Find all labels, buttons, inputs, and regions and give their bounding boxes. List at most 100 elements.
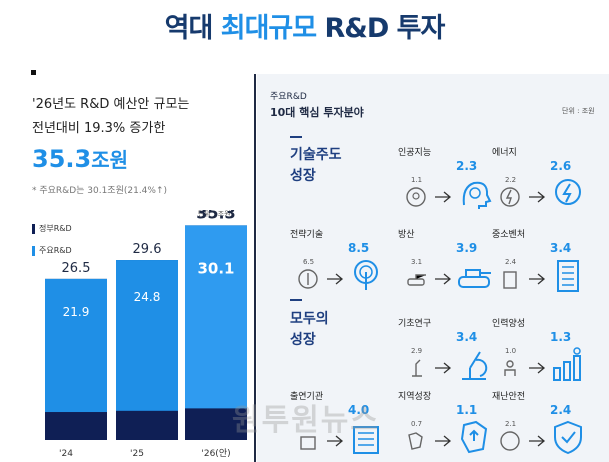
bar-main-0 [45, 278, 107, 413]
legend-label-government: 정부R&D [39, 224, 72, 233]
field-5: 기초연구 3.4 2.9 [398, 316, 506, 386]
section-tech-growth: 기술주도 성장 [290, 147, 342, 184]
field-name: 인력양성 [492, 319, 526, 329]
legend-government: 정부R&D [32, 223, 72, 234]
arrow-icon [528, 189, 546, 203]
arrow-icon [326, 271, 344, 285]
touch-chip-icon [354, 260, 378, 290]
arrow-icon [528, 433, 546, 447]
footnote: * 주요R&D는 30.1조원(21.4%↑) [32, 186, 168, 196]
field-new-value: 2.4 [550, 403, 572, 417]
microscope-icon [462, 351, 488, 380]
field-new-value: 1.3 [550, 330, 572, 344]
right-title-sub: 주요R&D [270, 92, 307, 102]
field-new-value: 3.9 [456, 241, 478, 255]
label-main-1: 24.8 [134, 290, 161, 304]
arrow-icon [434, 189, 452, 203]
legend-swatch-main [32, 245, 35, 256]
label-total-0: 26.5 [62, 261, 91, 276]
headline-line2: 전년대비 19.3% 증가한 [32, 121, 166, 136]
field-new-value: 8.5 [348, 241, 370, 255]
energy-bolt-icon-small [500, 187, 520, 207]
field-0: 인공지능 2.3 1.1 [398, 145, 506, 215]
field-new-value: 3.4 [550, 241, 572, 255]
right-title-main: 10대 핵심 투자분야 [270, 106, 364, 119]
field-old-value: 3.1 [411, 258, 423, 266]
field-1: 에너지 2.6 2.2 [492, 145, 600, 215]
legend-main: 주요R&D [32, 245, 72, 256]
field-name: 지역성장 [398, 392, 432, 402]
field-4: 중소벤처 3.4 2.4 [492, 227, 600, 297]
category-label-1: '25 [130, 449, 144, 459]
field-8: 지역성장 1.1 0.7 [398, 389, 506, 459]
shield-check-icon [554, 420, 582, 455]
legend-swatch-government [32, 223, 35, 234]
field-old-value: 1.1 [411, 176, 423, 184]
touch-chip-icon-small [298, 269, 318, 289]
category-label-0: '24 [59, 449, 73, 459]
section2-dash [290, 299, 302, 301]
field-name: 방산 [398, 230, 415, 240]
people-growth-icon [553, 347, 581, 381]
ai-head-icon-small [406, 187, 426, 207]
right-unit-label: 단위 : 조원 [562, 107, 595, 115]
bullet-marker [31, 70, 36, 75]
ai-head-icon [462, 181, 492, 209]
section-shared-growth: 모두의 성장 [290, 311, 329, 348]
legend-label-main: 주요R&D [39, 246, 72, 255]
arrow-icon [434, 360, 452, 374]
field-name: 전략기술 [290, 230, 324, 240]
bar-main-1 [116, 260, 178, 411]
watermark: 원투원뉴스 [232, 403, 380, 438]
energy-bolt-icon [555, 179, 581, 205]
field-new-value: 2.3 [456, 159, 478, 173]
arrow-icon [434, 271, 452, 285]
field-name: 재난안전 [492, 392, 526, 402]
people-growth-icon-small [504, 360, 516, 376]
section1-dash [290, 136, 302, 138]
field-old-value: 2.2 [505, 176, 517, 184]
field-name: 출연기관 [290, 392, 324, 402]
field-name: 인공지능 [398, 148, 432, 158]
field-name: 중소벤처 [492, 230, 526, 240]
chart-unit-label: 단위 : 조원 [198, 210, 231, 218]
tank-icon-small [407, 274, 426, 286]
field-new-value: 3.4 [456, 330, 478, 344]
total-budget: 35.3조원 [32, 145, 129, 173]
field-2: 전략기술 8.5 6.5 [290, 227, 398, 297]
bar-main-2 [185, 225, 247, 409]
institute-icon [353, 426, 379, 454]
microscope-icon-small [412, 359, 422, 377]
institute-icon-small [300, 436, 316, 450]
field-new-value: 4.0 [348, 403, 370, 417]
tank-icon [458, 269, 491, 288]
field-old-value: 2.9 [411, 347, 423, 355]
label-main-2: 30.1 [197, 260, 234, 278]
category-label-2: '26(안) [201, 448, 230, 459]
label-total-2: 35.3 [196, 210, 235, 222]
field-old-value: 2.1 [505, 420, 517, 428]
building-icon-small [503, 271, 517, 289]
shield-check-icon-small [500, 431, 520, 451]
region-map-icon-small [408, 432, 423, 450]
headline-line1: '26년도 R&D 예산안 규모는 [32, 97, 190, 112]
arrow-icon [528, 360, 546, 374]
label-main-0: 21.9 [63, 305, 90, 319]
label-total-1: 29.6 [133, 242, 162, 257]
right-panel [257, 74, 609, 462]
field-3: 방산 3.9 3.1 [398, 227, 506, 297]
field-name: 에너지 [492, 148, 517, 158]
field-old-value: 1.0 [505, 347, 517, 355]
field-new-value: 1.1 [456, 403, 478, 417]
arrow-icon [434, 433, 452, 447]
region-map-icon [460, 420, 488, 454]
building-icon [557, 260, 579, 292]
field-6: 인력양성 1.3 1.0 [492, 316, 600, 386]
field-old-value: 0.7 [411, 420, 423, 428]
arrow-icon [528, 271, 546, 285]
field-7: 출연기관 4.0 [290, 389, 398, 459]
field-old-value: 2.4 [505, 258, 517, 266]
arrow-icon [326, 433, 344, 447]
field-old-value: 6.5 [303, 258, 315, 266]
field-name: 기초연구 [398, 319, 432, 329]
